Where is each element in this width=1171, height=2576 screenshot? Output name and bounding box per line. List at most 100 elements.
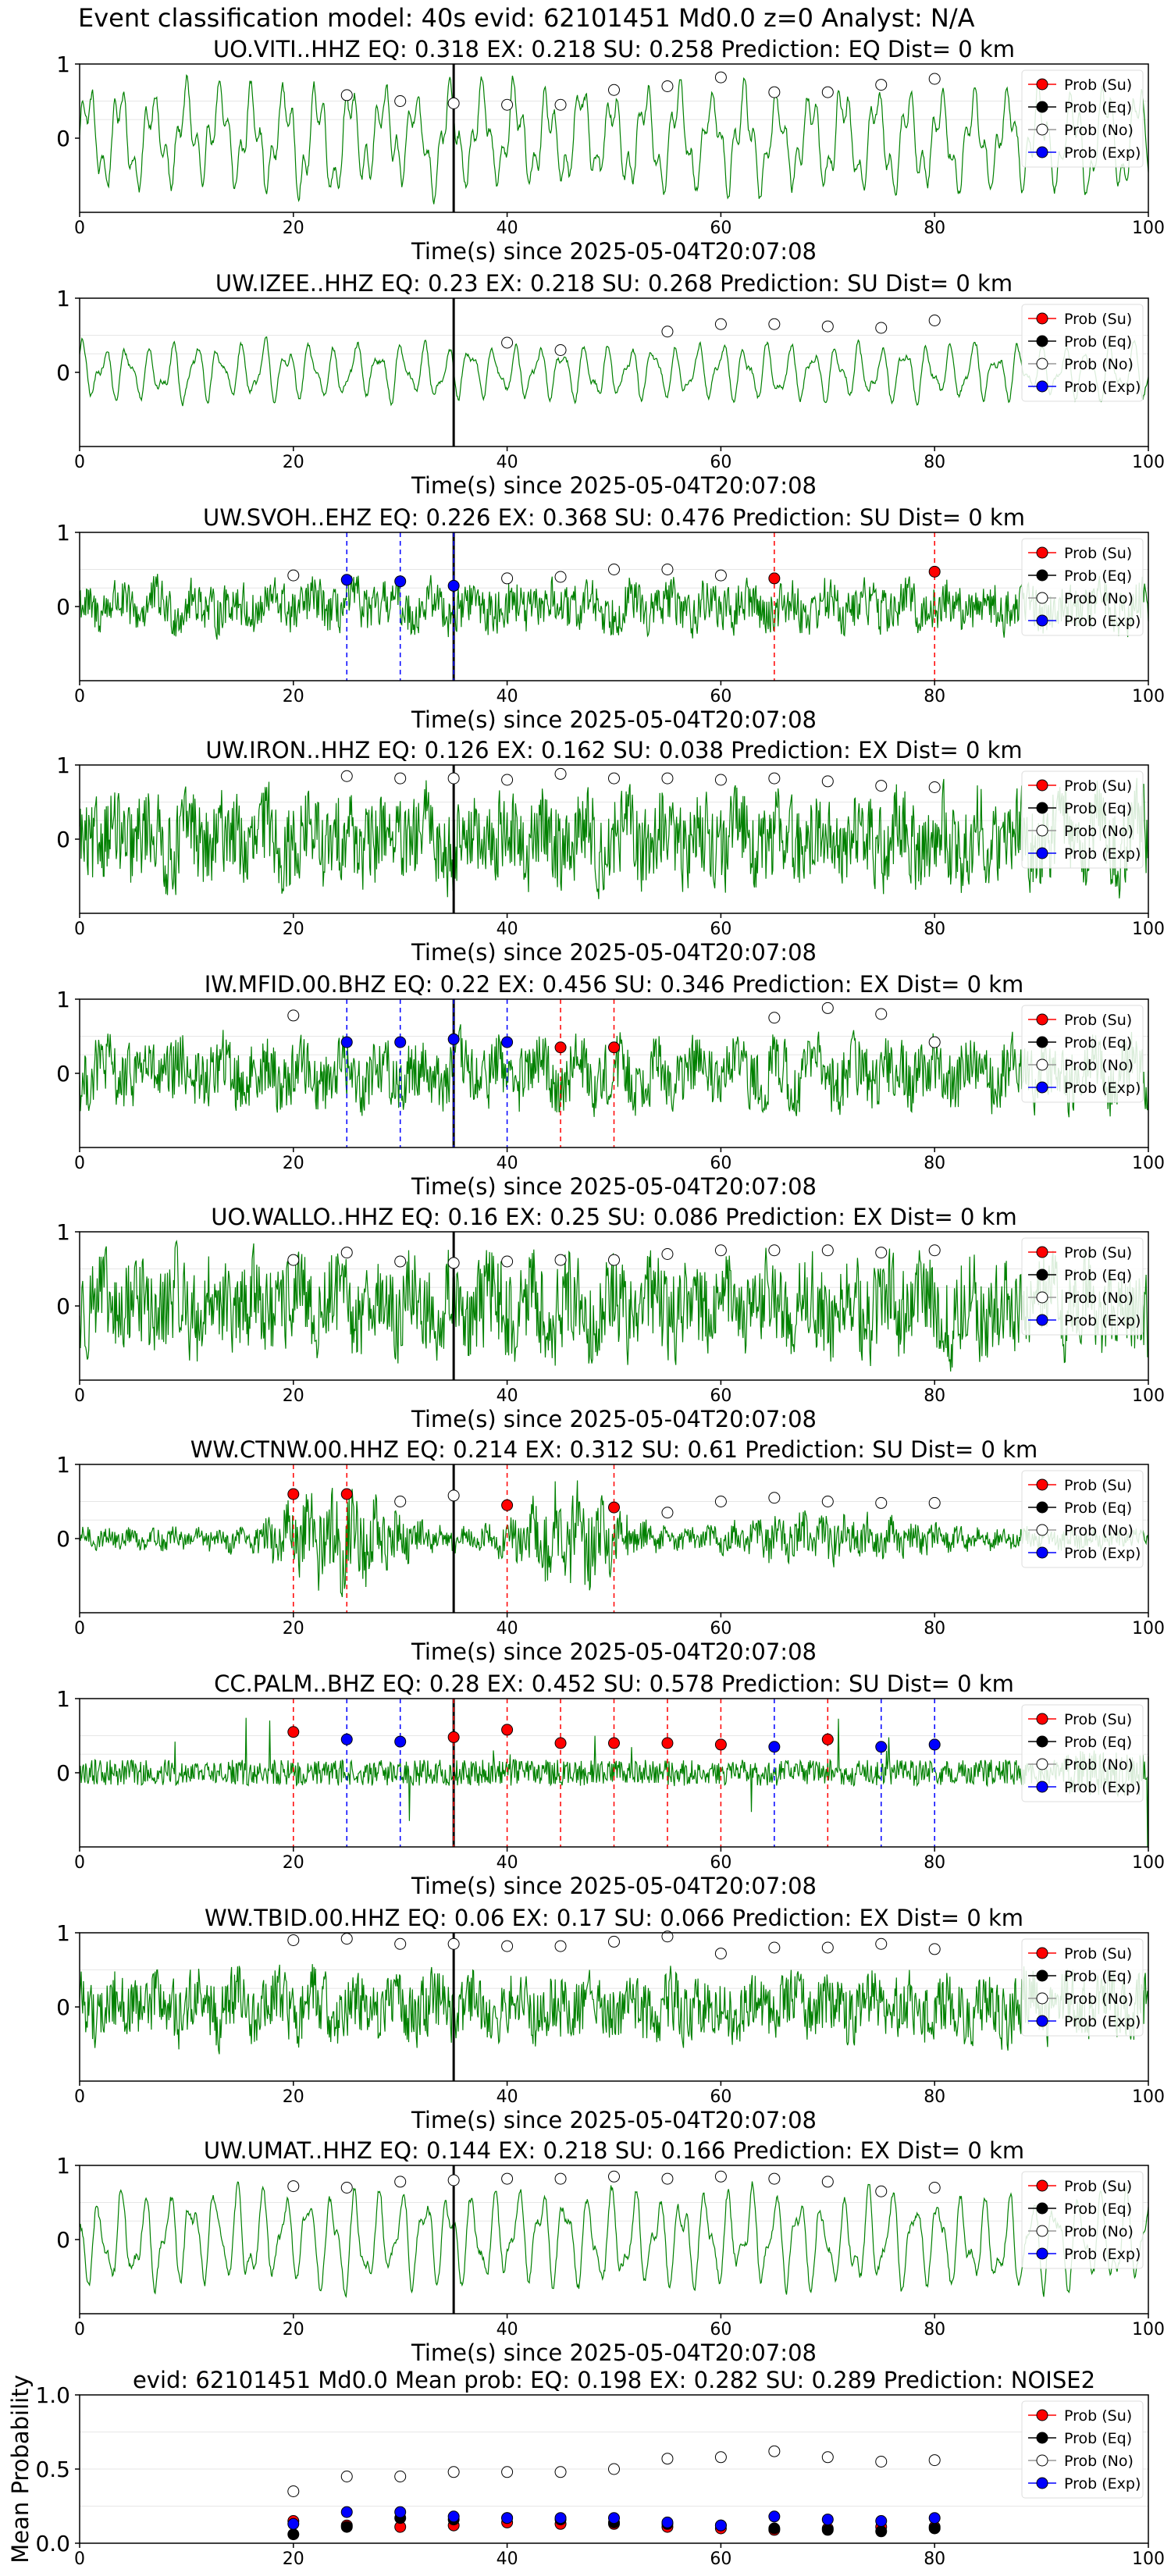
- x-tick-label: 100: [1132, 920, 1165, 939]
- legend-swatch-marker: [1036, 592, 1048, 604]
- x-axis-label: Time(s) since 2025-05-04T20:07:08: [411, 1173, 817, 1200]
- prob-no-marker: [928, 781, 941, 793]
- legend-swatch-marker: [1036, 2015, 1048, 2027]
- mean-prob-marker: [768, 2445, 781, 2457]
- prob-exp-marker: [768, 1741, 781, 1753]
- mean-prob-marker: [875, 2456, 888, 2467]
- prob-no-marker: [394, 1255, 407, 1268]
- y-tick-label: 0: [56, 1760, 70, 1786]
- prob-no-marker: [447, 772, 460, 785]
- x-tick-label: 60: [710, 687, 731, 706]
- x-axis-label: Time(s) since 2025-05-04T20:07:08: [411, 1873, 817, 1899]
- legend: Prob (Su) Prob (Eq) Prob (No) Prob (Exp): [1021, 1704, 1144, 1802]
- x-tick-label: 80: [924, 1154, 945, 1173]
- waveform-trace: [79, 1024, 1149, 1118]
- x-tick-label: 100: [1132, 1619, 1165, 1638]
- legend: Prob (Su) Prob (Eq) Prob (No) Prob (Exp): [1021, 2171, 1144, 2269]
- mean-prob-marker: [661, 2453, 674, 2465]
- legend-label: Prob (Su): [1064, 1012, 1132, 1029]
- panel-title: WW.CTNW.00.HHZ EQ: 0.214 EX: 0.312 SU: 0…: [190, 1436, 1038, 1463]
- x-tick-label: 100: [1132, 2320, 1165, 2339]
- prob-no-marker: [501, 572, 514, 585]
- prob-no-marker: [287, 1009, 300, 1022]
- prob-exp-marker: [447, 1033, 460, 1045]
- legend-box: [1021, 2171, 1144, 2269]
- legend-label: Prob (Su): [1064, 545, 1132, 562]
- legend-label: Prob (Exp): [1064, 379, 1141, 396]
- prob-exp-marker: [928, 1738, 941, 1751]
- x-tick-label: 80: [924, 2549, 945, 2569]
- prob-no-marker: [447, 1489, 460, 1502]
- legend-label: Prob (Exp): [1064, 845, 1141, 863]
- x-axis-label: Time(s) since 2025-05-04T20:07:08: [411, 472, 817, 499]
- x-tick-label: 80: [924, 453, 945, 472]
- legend: Prob (Su) Prob (Eq) Prob (No) Prob (Exp): [1021, 2400, 1144, 2499]
- legend-label: Prob (No): [1064, 590, 1134, 607]
- legend-label: Prob (Su): [1064, 777, 1132, 795]
- prob-no-marker: [714, 774, 727, 786]
- x-tick-label: 100: [1132, 1853, 1165, 1873]
- legend-swatch-marker: [1036, 614, 1048, 627]
- prob-no-marker: [447, 97, 460, 109]
- legend-swatch-marker: [1036, 2432, 1048, 2444]
- prob-no-marker: [928, 1244, 941, 1257]
- prob-no-marker: [768, 1492, 781, 1504]
- x-tick-label: 20: [283, 219, 304, 238]
- legend-label: Prob (Eq): [1064, 568, 1132, 585]
- x-axis-label: Time(s) since 2025-05-04T20:07:08: [411, 2107, 817, 2133]
- legend-swatch-marker: [1036, 1501, 1048, 1514]
- x-tick-label: 20: [283, 1619, 304, 1638]
- y-tick-label: 1: [56, 520, 70, 546]
- x-axis-label: Time(s) since 2025-05-04T20:07:08: [411, 238, 817, 265]
- waveform-trace: [79, 1240, 1149, 1372]
- legend-swatch-marker: [1036, 78, 1048, 91]
- prob-no-marker: [714, 71, 727, 84]
- x-tick-label: 40: [497, 2320, 518, 2339]
- prob-no-marker: [661, 326, 674, 338]
- prob-su-marker: [287, 1726, 300, 1738]
- legend-swatch-marker: [1036, 1036, 1048, 1048]
- mean-prob-marker: [821, 2451, 834, 2464]
- x-tick-label: 20: [283, 920, 304, 939]
- x-tick-label: 0: [74, 1619, 85, 1638]
- mean-prob-marker: [501, 2512, 514, 2524]
- x-tick-label: 40: [497, 1386, 518, 1406]
- panel-title: UO.VITI..HHZ EQ: 0.318 EX: 0.218 SU: 0.2…: [213, 36, 1015, 62]
- legend-box: [1021, 2400, 1144, 2499]
- panel-title: UW.IZEE..HHZ EQ: 0.23 EX: 0.218 SU: 0.26…: [215, 270, 1013, 297]
- x-axis-label: Time(s) since 2025-05-04T20:07:08: [411, 1638, 817, 1665]
- prob-su-marker: [501, 1499, 514, 1511]
- prob-no-marker: [608, 772, 620, 785]
- x-tick-label: 0: [74, 687, 85, 706]
- y-tick-label: 0.0: [35, 2531, 70, 2556]
- mean-prob-marker: [714, 2451, 727, 2464]
- legend-swatch-marker: [1036, 1758, 1048, 1770]
- legend-label: Prob (Su): [1064, 2407, 1132, 2425]
- mean-prob-marker: [340, 2506, 353, 2518]
- prob-no-marker: [928, 2182, 941, 2194]
- x-tick-label: 40: [497, 1853, 518, 1873]
- x-tick-label: 60: [710, 453, 731, 472]
- prob-su-marker: [554, 1041, 567, 1054]
- prob-exp-marker: [394, 1036, 407, 1048]
- legend-swatch-marker: [1036, 358, 1048, 370]
- y-tick-label: 1: [56, 987, 70, 1012]
- x-tick-label: 20: [283, 687, 304, 706]
- prob-no-marker: [768, 1941, 781, 1954]
- legend-swatch-marker: [1036, 1969, 1048, 1982]
- mean-prob-marker: [875, 2515, 888, 2527]
- mean-prob-marker: [394, 2471, 407, 2482]
- legend-swatch-marker: [1036, 802, 1048, 814]
- mean-prob-marker: [928, 2522, 941, 2535]
- prob-su-marker: [501, 1724, 514, 1736]
- legend-label: Prob (No): [1064, 823, 1134, 840]
- x-tick-label: 60: [710, 1154, 731, 1173]
- prob-no-marker: [608, 2170, 620, 2183]
- mean-prob-marker: [340, 2471, 353, 2482]
- prob-no-marker: [875, 322, 888, 334]
- legend-label: Prob (Eq): [1064, 333, 1132, 350]
- mean-prob-marker: [928, 2512, 941, 2524]
